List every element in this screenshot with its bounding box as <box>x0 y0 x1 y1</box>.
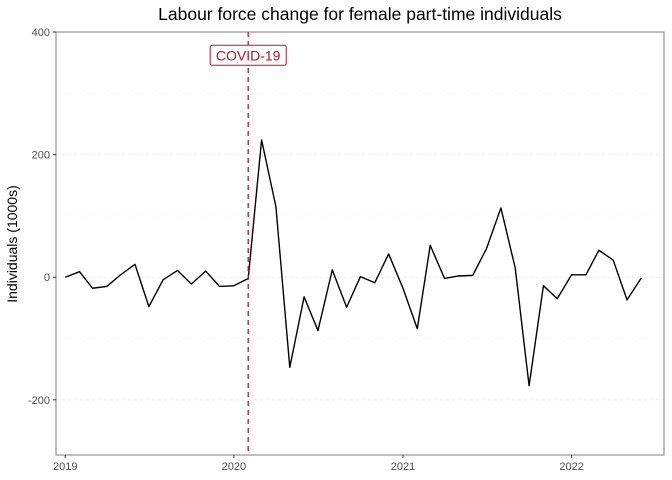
series-line <box>64 139 642 387</box>
x-tick-label: 2019 <box>53 461 77 473</box>
plot-border <box>55 31 665 456</box>
y-tick-label: 400 <box>32 27 50 39</box>
y-tick-label: -200 <box>28 395 50 407</box>
y-tick-label: 0 <box>44 272 50 284</box>
covid-label: COVID-19 <box>209 44 287 66</box>
x-tick-label: 2021 <box>391 461 415 473</box>
chart-title: Labour force change for female part-time… <box>158 4 562 24</box>
x-tick-label: 2020 <box>222 461 246 473</box>
y-axis-title: Individuals (1000s) <box>4 185 20 303</box>
covid-label-text: COVID-19 <box>216 47 281 63</box>
plot-background <box>56 32 664 455</box>
y-tick-label: 200 <box>32 150 50 162</box>
x-tick-label: 2022 <box>559 461 583 473</box>
plot-area: -200 0 200 400 2019 2020 2021 2022 COVID-19 <box>28 27 665 473</box>
covid-label-box <box>209 44 287 66</box>
